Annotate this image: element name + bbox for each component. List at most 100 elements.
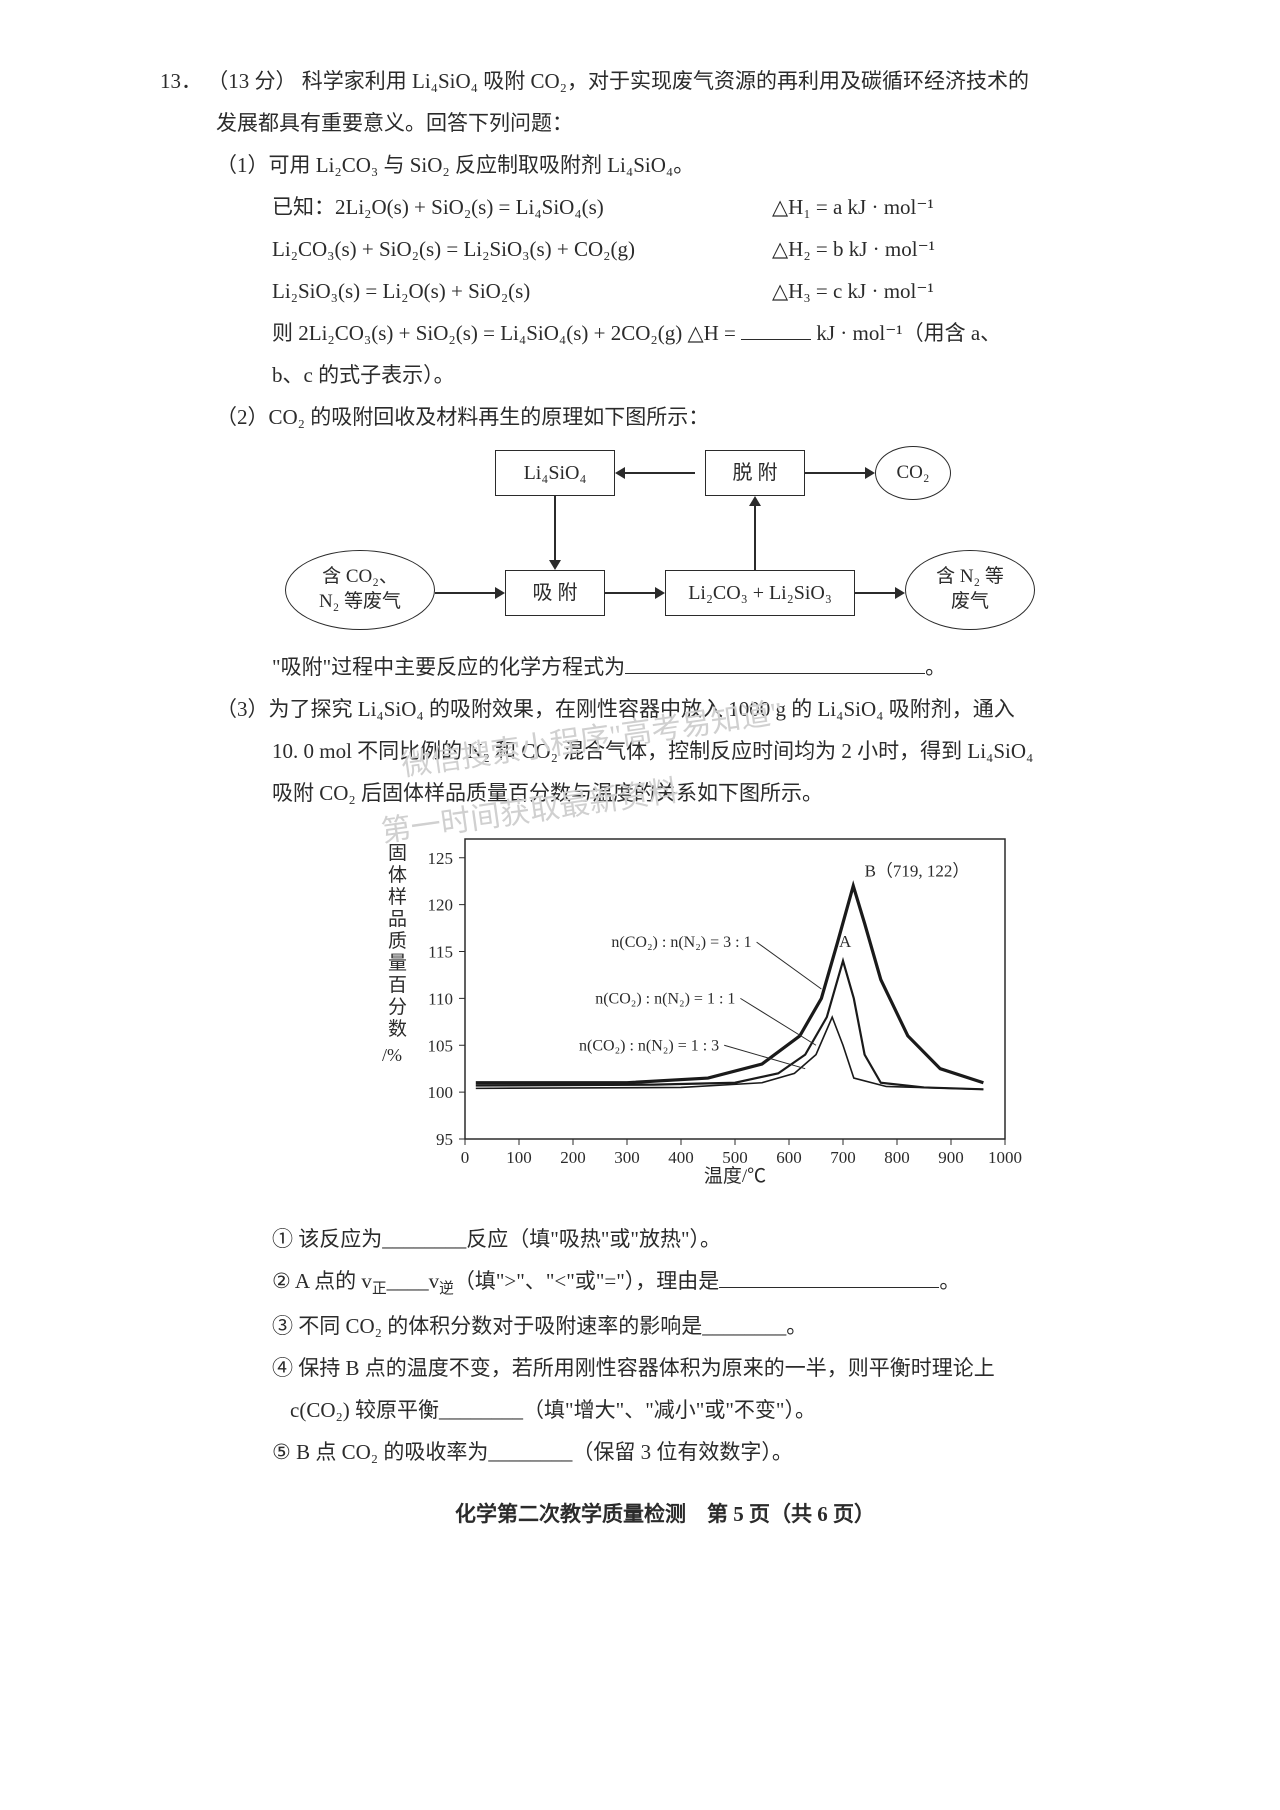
svg-text:95: 95 bbox=[436, 1130, 453, 1149]
part3-l1-text: （3）为了探究 Li₄SiO₄ 的吸附效果，在刚性容器中放入 1000 g 的 … bbox=[216, 697, 1015, 721]
svg-text:500: 500 bbox=[722, 1148, 748, 1167]
svg-text:n(CO₂) : n(N₂) = 1 : 1: n(CO₂) : n(N₂) = 1 : 1 bbox=[595, 990, 735, 1007]
eq-row-2: Li₂CO₃(s) + SiO₂(s) = Li₂SiO₃(s) + CO₂(g… bbox=[160, 228, 1170, 270]
node-mix: Li₂CO₃ + Li₂SiO₃ bbox=[665, 570, 855, 616]
svg-text:900: 900 bbox=[938, 1148, 964, 1167]
svg-text:质: 质 bbox=[388, 930, 407, 952]
waste-in-l1: 含 CO₂、 bbox=[319, 565, 401, 590]
part2-caption: "吸附"过程中主要反应的化学方程式为。 bbox=[160, 646, 1170, 688]
svg-text:量: 量 bbox=[388, 953, 407, 974]
waste-out-l1: 含 N₂ 等 bbox=[936, 565, 1004, 590]
eq-row-1: 已知：2Li₂O(s) + SiO₂(s) = Li₄SiO₄(s) △H₁ =… bbox=[160, 186, 1170, 228]
node-desorb: 脱 附 bbox=[705, 450, 805, 496]
arrow-desorb-to-co2 bbox=[805, 472, 865, 474]
arrowhead-3 bbox=[549, 560, 561, 570]
svg-text:百: 百 bbox=[388, 975, 407, 996]
eq4-line2: b、c 的式子表示）。 bbox=[160, 354, 1170, 396]
waste-in-l2: N₂ 等废气 bbox=[319, 590, 401, 615]
intro-line1: 科学家利用 Li₄SiO₄ 吸附 CO₂，对于实现废气资源的再利用及碳循环经济技… bbox=[302, 69, 1029, 93]
svg-text:B（719, 122）: B（719, 122） bbox=[865, 862, 970, 881]
arrowhead-6 bbox=[655, 587, 665, 599]
sub2: ② A 点的 v正____v逆（填">"、"<"或"="），理由是。 bbox=[160, 1260, 1170, 1305]
part3-l3-text: 吸附 CO₂ 后固体样品质量百分数与温度的关系如下图所示。 bbox=[272, 781, 823, 805]
sub1: ① 该反应为________反应（填"吸热"或"放热"）。 bbox=[160, 1218, 1170, 1260]
svg-text:/%: /% bbox=[382, 1045, 402, 1065]
svg-text:数: 数 bbox=[388, 1018, 407, 1040]
eq1-right: △H₁ = a kJ · mol⁻¹ bbox=[772, 186, 1170, 228]
sub2-zheng: 正 bbox=[372, 1281, 387, 1297]
arrowhead-1 bbox=[615, 467, 625, 479]
arrow-in-absorb bbox=[435, 592, 495, 594]
node-waste-in: 含 CO₂、 N₂ 等废气 bbox=[285, 550, 435, 630]
chart-container: 0100200300400500600700800900100095100105… bbox=[370, 824, 1030, 1208]
svg-text:400: 400 bbox=[668, 1148, 694, 1167]
sub4-l1: ④ 保持 B 点的温度不变，若所用刚性容器体积为原来的一半，则平衡时理论上 bbox=[160, 1347, 1170, 1389]
eq2-left: Li₂CO₃(s) + SiO₂(s) = Li₂SiO₃(s) + CO₂(g… bbox=[272, 228, 772, 270]
svg-text:0: 0 bbox=[461, 1148, 470, 1167]
svg-text:600: 600 bbox=[776, 1148, 802, 1167]
part3-l3: 吸附 CO₂ 后固体样品质量百分数与温度的关系如下图所示。 第一时间获取最新资料 bbox=[160, 772, 1170, 814]
svg-text:100: 100 bbox=[428, 1083, 454, 1102]
svg-text:115: 115 bbox=[428, 943, 453, 962]
eq3-right: △H₃ = c kJ · mol⁻¹ bbox=[772, 270, 1170, 312]
arrow-absorb-mix bbox=[605, 592, 655, 594]
eq4-right: kJ · mol⁻¹（用含 a、 bbox=[811, 321, 1001, 345]
blank-reason bbox=[719, 1266, 939, 1288]
arrow-mix-out bbox=[855, 592, 895, 594]
arrow-li-down bbox=[554, 496, 556, 560]
node-waste-out: 含 N₂ 等 废气 bbox=[905, 550, 1035, 630]
arrowhead-5 bbox=[495, 587, 505, 599]
question-number: 13． bbox=[160, 69, 202, 93]
sub2-c: （填">"、"<"或"="），理由是 bbox=[454, 1269, 719, 1293]
part3-l1: （3）为了探究 Li₄SiO₄ 的吸附效果，在刚性容器中放入 1000 g 的 … bbox=[160, 688, 1170, 730]
svg-text:固: 固 bbox=[388, 843, 407, 864]
svg-text:110: 110 bbox=[428, 989, 453, 1008]
eq1-left: 已知：2Li₂O(s) + SiO₂(s) = Li₄SiO₄(s) bbox=[272, 186, 772, 228]
points: （13 分） bbox=[207, 69, 296, 93]
part3-l2: 10. 0 mol 不同比例的 N₂ 和 CO₂ 混合气体，控制反应时间均为 2… bbox=[160, 730, 1170, 772]
svg-text:125: 125 bbox=[428, 849, 454, 868]
arrow-desorb-to-li bbox=[625, 472, 695, 474]
blank-dh bbox=[741, 318, 811, 340]
svg-text:分: 分 bbox=[388, 996, 407, 1018]
eq4-left: 则 2Li₂CO₃(s) + SiO₂(s) = Li₄SiO₄(s) + 2C… bbox=[272, 321, 741, 345]
chart-svg: 0100200300400500600700800900100095100105… bbox=[370, 824, 1030, 1194]
node-absorb: 吸 附 bbox=[505, 570, 605, 616]
arrowhead-7 bbox=[895, 587, 905, 599]
flow-diagram: Li₄SiO₄ 脱 附 CO₂ 含 CO₂、 N₂ 等废气 吸 附 Li₂CO₃… bbox=[285, 450, 1045, 640]
sub4-l2: c(CO₂) 较原平衡________（填"增大"、"减小"或"不变"）。 bbox=[160, 1389, 1170, 1431]
arrow-mix-up bbox=[754, 506, 756, 570]
svg-text:700: 700 bbox=[830, 1148, 856, 1167]
page-footer: 化学第二次教学质量检测 第 5 页（共 6 页） bbox=[160, 1493, 1170, 1535]
svg-text:样: 样 bbox=[388, 886, 407, 908]
svg-text:A: A bbox=[839, 932, 852, 951]
svg-text:品: 品 bbox=[388, 909, 407, 930]
svg-text:n(CO₂) : n(N₂) = 1 : 3: n(CO₂) : n(N₂) = 1 : 3 bbox=[579, 1037, 719, 1054]
arrowhead-4 bbox=[749, 496, 761, 506]
svg-text:体: 体 bbox=[388, 864, 407, 886]
part3-l2-text: 10. 0 mol 不同比例的 N₂ 和 CO₂ 混合气体，控制反应时间均为 2… bbox=[272, 739, 1033, 763]
svg-text:120: 120 bbox=[428, 896, 454, 915]
svg-text:300: 300 bbox=[614, 1148, 640, 1167]
sub2-ni: 逆 bbox=[439, 1281, 454, 1297]
sub2-a: ② A 点的 v bbox=[272, 1269, 372, 1293]
svg-text:100: 100 bbox=[506, 1148, 532, 1167]
svg-text:n(CO₂) : n(N₂) = 3 : 1: n(CO₂) : n(N₂) = 3 : 1 bbox=[611, 934, 751, 951]
sub3: ③ 不同 CO₂ 的体积分数对于吸附速率的影响是________。 bbox=[160, 1305, 1170, 1347]
eq3-left: Li₂SiO₃(s) = Li₂O(s) + SiO₂(s) bbox=[272, 270, 772, 312]
arrowhead-2 bbox=[865, 467, 875, 479]
eq2-right: △H₂ = b kJ · mol⁻¹ bbox=[772, 228, 1170, 270]
sub5: ⑤ B 点 CO₂ 的吸收率为________（保留 3 位有效数字）。 bbox=[160, 1431, 1170, 1473]
svg-text:1000: 1000 bbox=[988, 1148, 1022, 1167]
node-li4sio4: Li₄SiO₄ bbox=[495, 450, 615, 496]
intro-line2: 发展都具有重要意义。回答下列问题： bbox=[160, 102, 1170, 144]
part1-label: （1）可用 Li₂CO₃ 与 SiO₂ 反应制取吸附剂 Li₄SiO₄。 bbox=[160, 144, 1170, 186]
svg-text:800: 800 bbox=[884, 1148, 910, 1167]
waste-out-l2: 废气 bbox=[936, 590, 1004, 615]
svg-text:200: 200 bbox=[560, 1148, 586, 1167]
eq4: 则 2Li₂CO₃(s) + SiO₂(s) = Li₄SiO₄(s) + 2C… bbox=[160, 312, 1170, 354]
sub2-b: ____v bbox=[387, 1269, 440, 1293]
svg-text:温度/℃: 温度/℃ bbox=[704, 1165, 766, 1187]
node-co2: CO₂ bbox=[875, 446, 951, 500]
caption-text: "吸附"过程中主要反应的化学方程式为 bbox=[272, 655, 625, 679]
